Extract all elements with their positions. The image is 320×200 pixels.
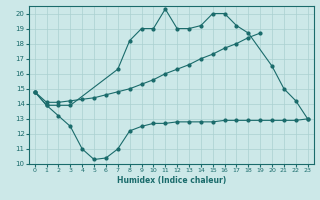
X-axis label: Humidex (Indice chaleur): Humidex (Indice chaleur) [116, 176, 226, 185]
